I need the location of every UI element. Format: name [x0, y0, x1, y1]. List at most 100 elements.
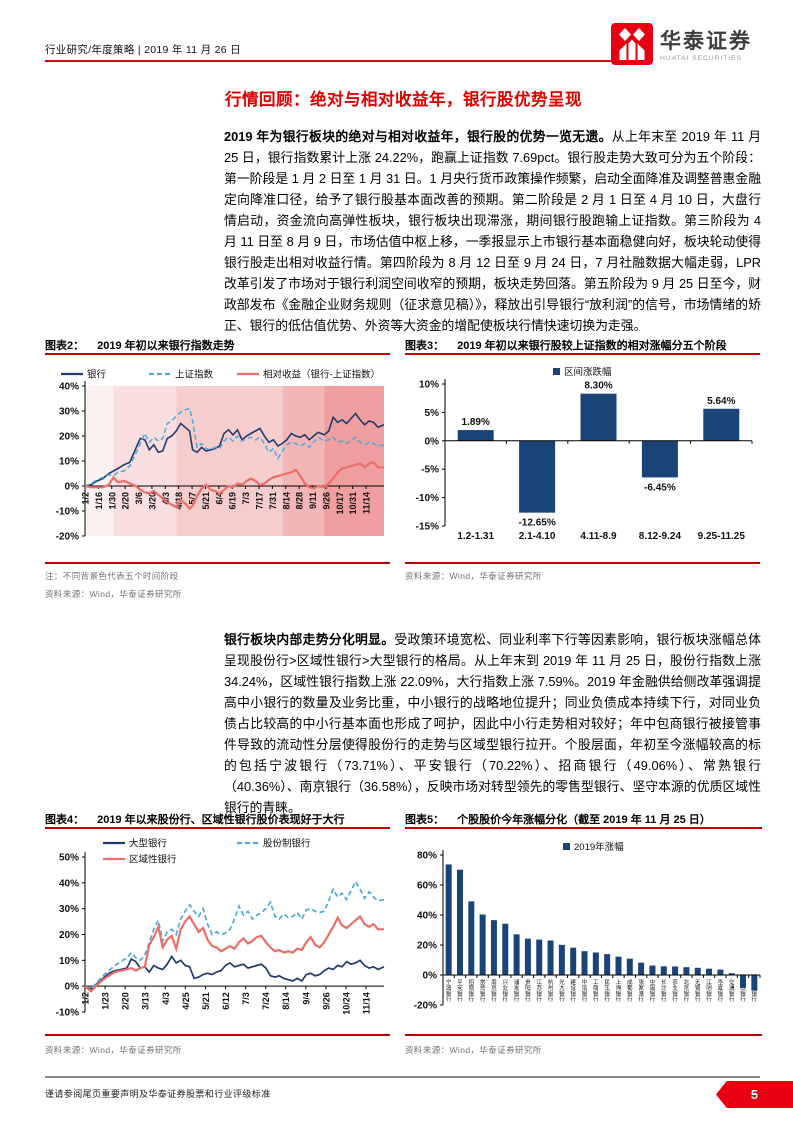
svg-text:杭州银行: 杭州银行: [548, 978, 554, 1003]
svg-text:常熟银行: 常熟银行: [480, 978, 486, 1003]
figure2-caption-text: 2019 年初以来银行指数走势: [97, 340, 235, 352]
svg-text:10/31: 10/31: [348, 492, 358, 515]
svg-text:相对收益（银行-上证指数）: 相对收益（银行-上证指数）: [263, 369, 380, 381]
page-number-badge: 5: [716, 1081, 793, 1108]
figure5-caption-rule: [405, 827, 762, 829]
svg-text:1.89%: 1.89%: [462, 417, 490, 428]
svg-text:6/4: 6/4: [214, 492, 224, 505]
svg-text:3/6: 3/6: [134, 492, 144, 505]
figure5-caption-label: 图表5：: [405, 814, 445, 826]
svg-text:上海银行: 上海银行: [616, 978, 622, 1003]
svg-text:9/4: 9/4: [301, 992, 311, 1005]
paragraph-2-body: 受政策环境宽松、同业利率下行等因素影响，银行板块涨幅总体呈现股份行>区域性银行>…: [224, 631, 762, 815]
svg-text:光大银行: 光大银行: [559, 978, 565, 1003]
svg-text:2019年涨幅: 2019年涨幅: [574, 841, 624, 853]
svg-text:4/3: 4/3: [161, 492, 171, 505]
svg-text:5/21: 5/21: [201, 992, 211, 1010]
report-meta: 行业研究/年度策略 | 2019 年 11 月 26 日: [45, 44, 241, 56]
svg-text:5%: 5%: [425, 408, 440, 419]
svg-text:浦发银行: 浦发银行: [514, 978, 520, 1003]
svg-text:8/14: 8/14: [281, 492, 291, 510]
svg-text:1.2-1.31: 1.2-1.31: [457, 531, 494, 542]
svg-text:张家港行: 张家港行: [638, 978, 644, 1003]
figure3-caption-text: 2019 年初以来银行股较上证指数的相对涨幅分五个阶段: [457, 340, 727, 352]
svg-text:20%: 20%: [59, 432, 79, 443]
svg-text:0%: 0%: [423, 971, 438, 982]
svg-text:10%: 10%: [59, 457, 79, 468]
svg-text:4/25: 4/25: [181, 992, 191, 1010]
svg-text:80%: 80%: [417, 851, 437, 862]
bank-type-performance-chart: 50% 40% 30% 20% 10% 0% -10%1/2 1/23 2/20 3/13 4/3 4…: [56, 838, 385, 1019]
bank-index-trend-chart: 40% 30% 20% 10% 0% -10% -20% 1/2 1/16 1/30 2/20 3/6…: [56, 369, 385, 543]
svg-text:4/3: 4/3: [161, 992, 171, 1005]
svg-text:民生银行: 民生银行: [604, 979, 610, 1003]
svg-text:50%: 50%: [59, 853, 79, 864]
svg-text:江阴银行: 江阴银行: [706, 979, 712, 1003]
svg-text:8/28: 8/28: [295, 492, 305, 510]
figure2-note: 注：不同背景色代表五个时间阶段: [45, 571, 179, 581]
figure3-caption: 图表3： 2019 年初以来银行股较上证指数的相对涨幅分五个阶段: [405, 337, 727, 353]
svg-text:9/26: 9/26: [321, 492, 331, 510]
svg-text:-20%: -20%: [414, 1001, 437, 1012]
svg-text:-6.45%: -6.45%: [644, 482, 676, 493]
figure5-caption-text: 个股股价今年涨幅分化（截至 2019 年 11 月 25 日）: [457, 814, 711, 826]
svg-text:平安银行: 平安银行: [457, 979, 463, 1003]
svg-text:-10%: -10%: [56, 1008, 79, 1019]
svg-text:0%: 0%: [65, 482, 80, 493]
figure4-source: 资料来源：Wind，华泰证券研究所: [45, 1045, 182, 1055]
svg-text:7/3: 7/3: [241, 492, 251, 505]
svg-text:-20%: -20%: [56, 532, 79, 543]
svg-text:2.1-4.10: 2.1-4.10: [519, 531, 556, 542]
svg-text:4.11-8.9: 4.11-8.9: [580, 531, 617, 542]
svg-text:60%: 60%: [417, 881, 437, 892]
svg-text:2/20: 2/20: [121, 492, 131, 510]
svg-text:江苏银行: 江苏银行: [536, 979, 542, 1003]
logo-name-en: HUATAI SECURITIES: [660, 55, 742, 63]
svg-text:11/14: 11/14: [362, 492, 372, 514]
svg-text:9.25-11.25: 9.25-11.25: [698, 531, 746, 542]
svg-text:7/31: 7/31: [268, 492, 278, 510]
svg-text:6/12: 6/12: [221, 992, 231, 1010]
figure2-bottom-rule: [45, 562, 390, 564]
svg-text:6/19: 6/19: [228, 492, 238, 510]
svg-text:大型银行: 大型银行: [129, 838, 168, 850]
summary-paragraph-2: 银行板块内部走势分化明显。受政策环境宽松、同业利率下行等因素影响，银行板块涨幅总…: [224, 629, 761, 818]
svg-text:9/26: 9/26: [321, 992, 331, 1010]
svg-text:北京银行: 北京银行: [684, 978, 690, 1003]
svg-text:1/23: 1/23: [101, 992, 111, 1010]
summary-paragraph-1: 2019 年为银行板块的绝对与相对收益年，银行股的优势一览无遗。从上年末至 20…: [224, 126, 761, 336]
figure3-source: 资料来源：Wind，华泰证券研究所: [405, 571, 542, 581]
svg-text:5/21: 5/21: [201, 492, 211, 510]
footer-disclaimer: 谨请参阅尾页重要声明及华泰证券股票和行业评级标准: [45, 1089, 271, 1099]
svg-text:20%: 20%: [59, 930, 79, 941]
svg-text:3/13: 3/13: [141, 992, 151, 1010]
svg-text:-12.65%: -12.65%: [518, 518, 555, 529]
figure4-bottom-rule: [45, 1034, 390, 1036]
svg-text:0%: 0%: [425, 436, 440, 447]
svg-text:1/16: 1/16: [94, 492, 104, 510]
svg-text:8.30%: 8.30%: [584, 381, 612, 392]
figure2-caption-rule: [45, 353, 390, 355]
svg-text:7/3: 7/3: [241, 992, 251, 1005]
svg-text:40%: 40%: [59, 382, 79, 393]
svg-text:1/30: 1/30: [107, 492, 117, 510]
figure2-source: 资料来源：Wind，华泰证券研究所: [45, 589, 182, 599]
figure3-bottom-rule: [405, 562, 760, 564]
svg-text:无锡银行: 无锡银行: [695, 979, 701, 1003]
svg-text:华夏银行: 华夏银行: [718, 978, 724, 1003]
svg-text:交通银行: 交通银行: [729, 978, 735, 1003]
svg-text:贵阳银行: 贵阳银行: [525, 978, 531, 1003]
figure4-caption-label: 图表4：: [45, 814, 85, 826]
figure5-caption: 图表5： 个股股价今年涨幅分化（截至 2019 年 11 月 25 日）: [405, 811, 711, 827]
svg-text:40%: 40%: [59, 878, 79, 889]
svg-text:农业银行: 农业银行: [672, 978, 678, 1003]
svg-text:长沙银行: 长沙银行: [661, 978, 667, 1003]
svg-text:5/7: 5/7: [188, 492, 198, 505]
logo-name-cn: 华泰证券: [660, 29, 752, 53]
stock-ytd-gain-chart: 80% 60% 40% 20% 0% -20% 宁波银行平安银行招商银行常熟银行南京银行兴业…: [414, 841, 761, 1012]
figure3-caption-label: 图表3：: [405, 340, 445, 352]
page-title: 行情回顾：绝对与相对收益年，银行股优势呈现: [225, 91, 582, 109]
relative-gain-stages-chart: 10% 5% 0% -5% -10% -15% 1.2-1.31 2.1-4.10 4.11-8…: [416, 366, 753, 542]
svg-text:30%: 30%: [59, 904, 79, 915]
